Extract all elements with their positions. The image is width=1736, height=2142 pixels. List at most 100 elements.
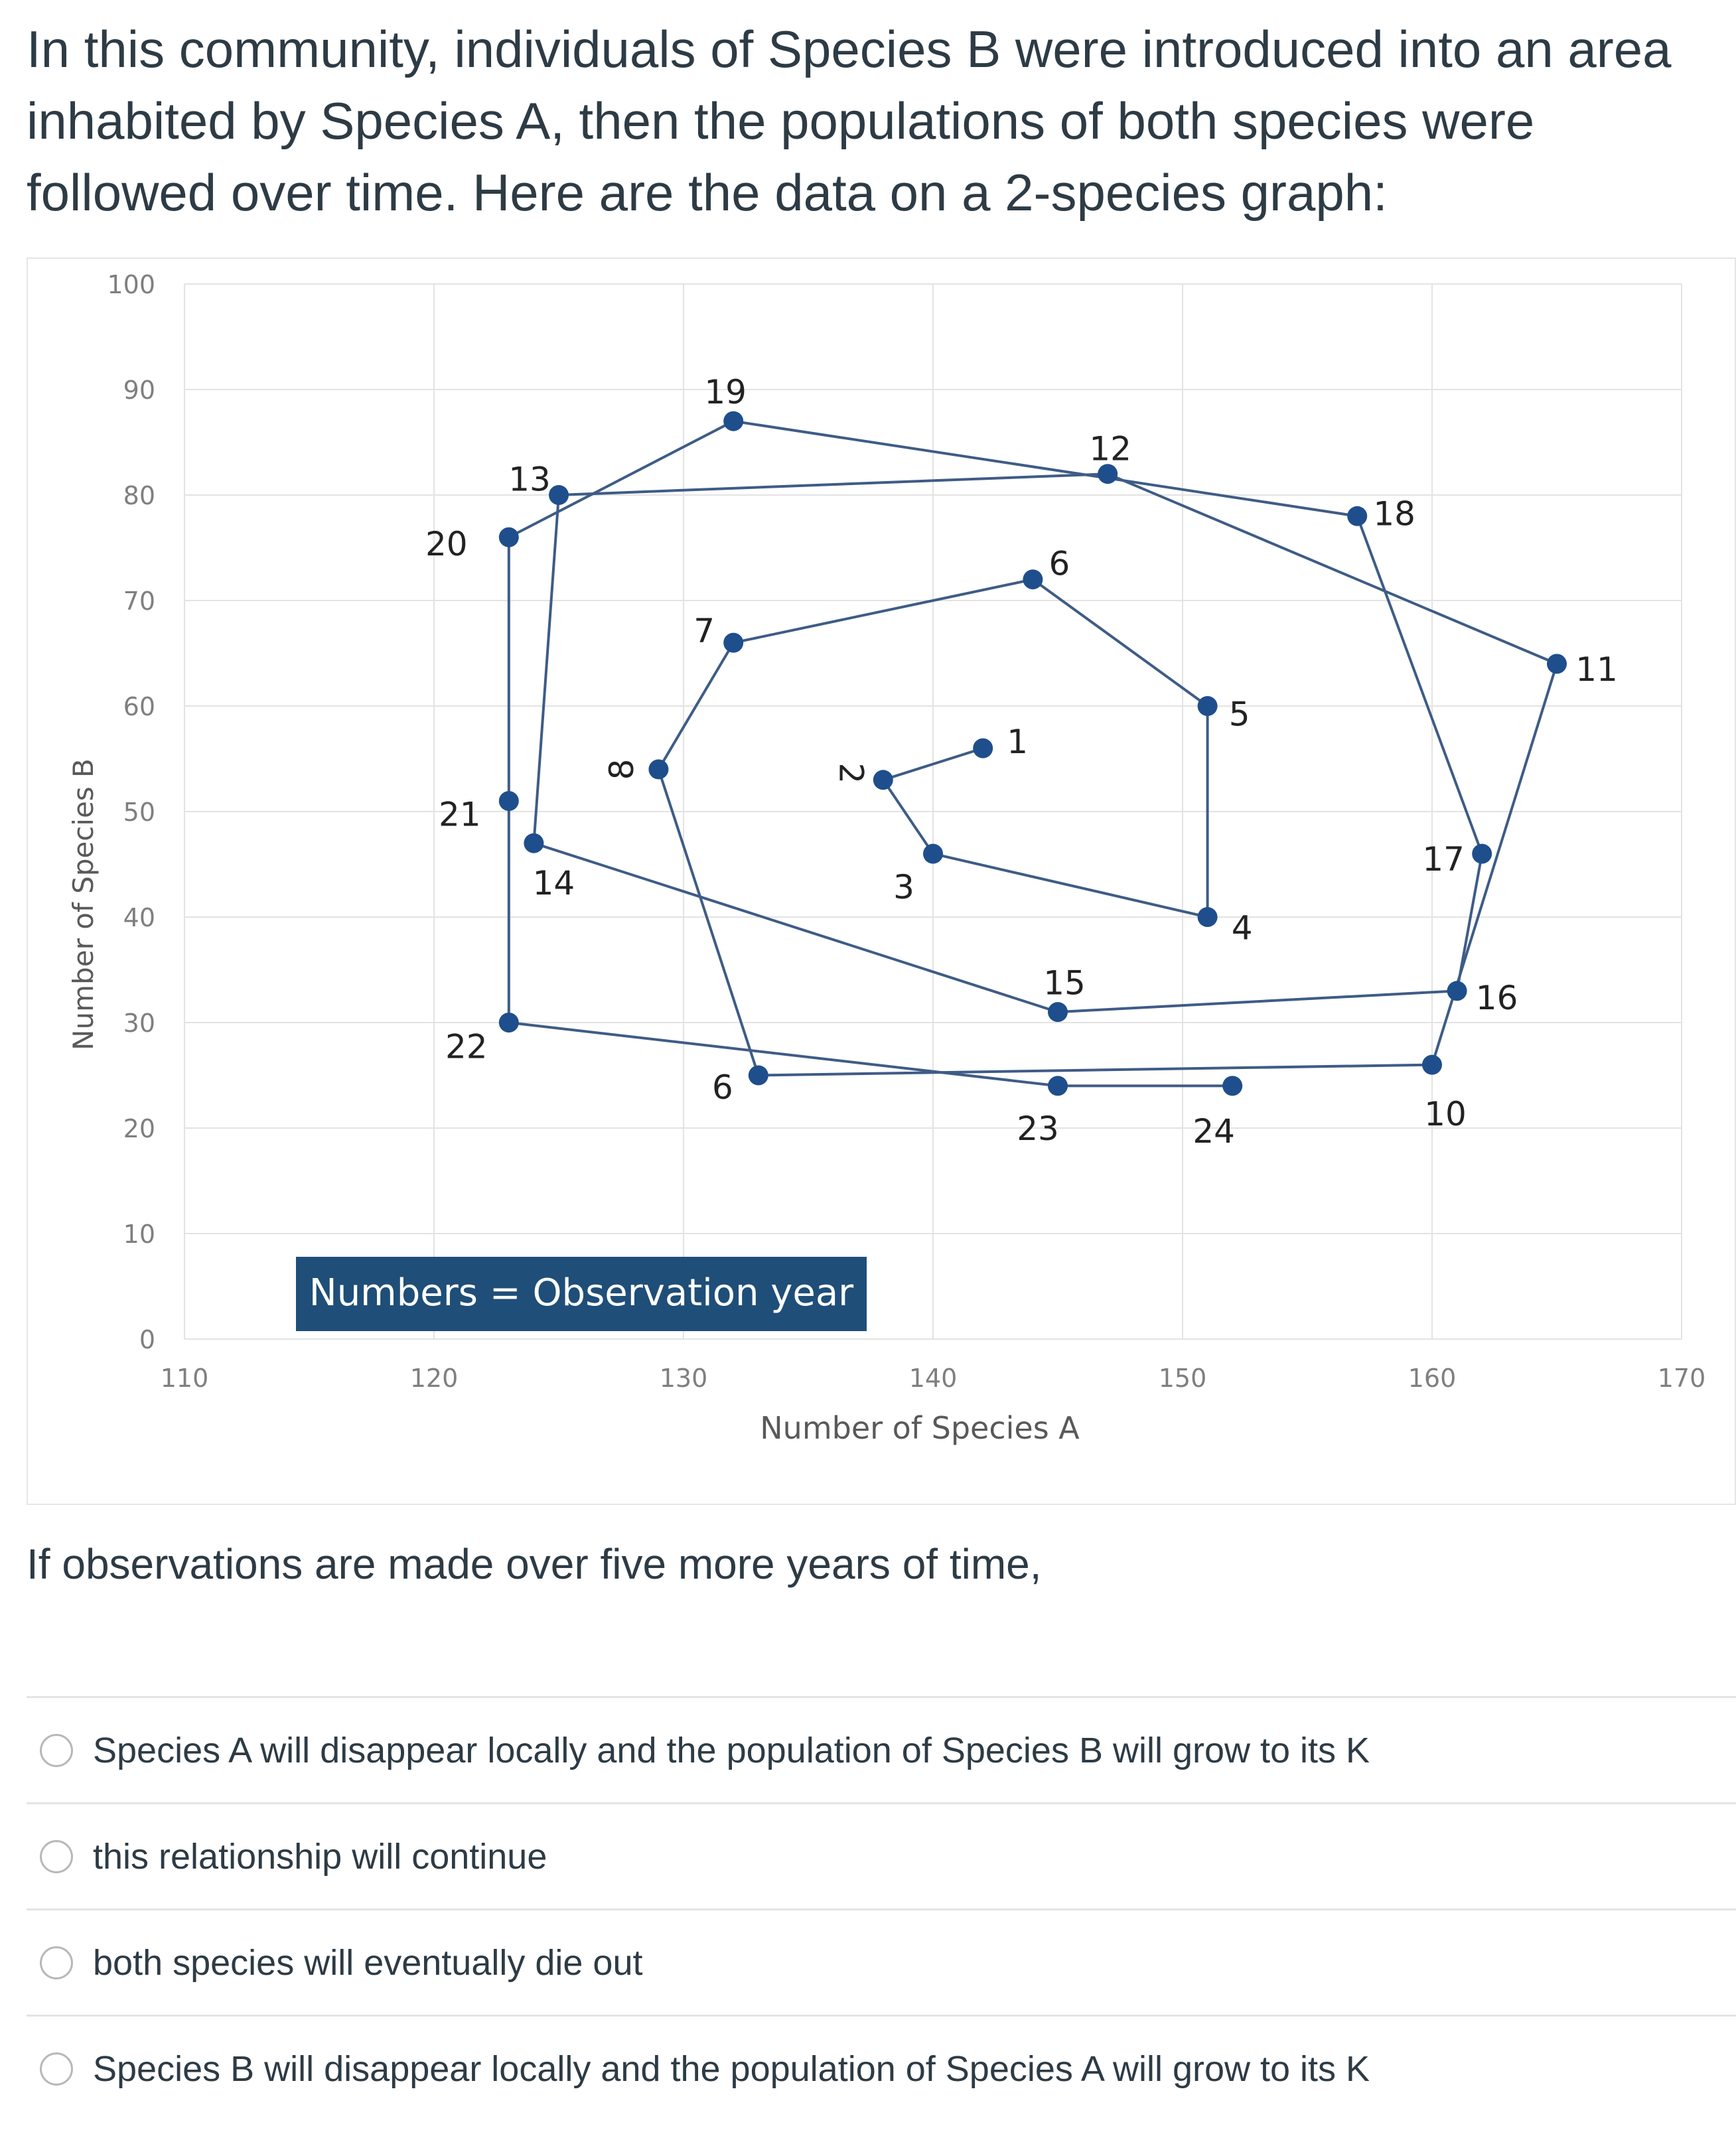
answer-label: both species will eventually die out (93, 1942, 643, 1983)
y-tick-label: 20 (123, 1114, 155, 1143)
y-tick-label: 70 (123, 587, 155, 616)
data-point-22 (498, 1013, 519, 1033)
data-point-20 (498, 527, 519, 547)
data-point-16 (1447, 981, 1467, 1001)
y-axis-title: Number of Species B (67, 758, 100, 1050)
point-label-14: 14 (533, 864, 575, 902)
chart-frame: 0 10 20 30 40 50 60 70 80 90 100 110 120 130 140 150 160… (27, 257, 1736, 1505)
series-segment (558, 472, 1108, 496)
point-label-8: 8 (603, 758, 641, 780)
x-tick-label: 130 (660, 1364, 708, 1393)
series-segment (1455, 853, 1484, 991)
answer-option-1[interactable]: Species A will disappear locally and the… (27, 1696, 1736, 1802)
answer-label: this relationship will continue (93, 1836, 547, 1877)
series-segment (932, 852, 1208, 918)
y-tick-label: 100 (107, 270, 155, 299)
data-point-2 (873, 770, 893, 790)
point-label-15: 15 (1043, 964, 1086, 1003)
point-label-21: 21 (439, 796, 481, 834)
answer-option-4[interactable]: Species B will disappear locally and the… (27, 2015, 1736, 2121)
data-point-5 (1197, 696, 1218, 716)
y-tick-label: 0 (139, 1325, 155, 1354)
data-point-13 (549, 485, 569, 505)
point-label-11: 11 (1575, 650, 1618, 689)
answer-label: Species A will disappear locally and the… (93, 1730, 1370, 1770)
series-segment (882, 779, 934, 855)
point-label-16: 16 (1476, 979, 1518, 1017)
answer-option-2[interactable]: this relationship will continue (27, 1802, 1736, 1908)
point-label-18: 18 (1373, 494, 1415, 533)
point-label-1: 1 (1007, 723, 1028, 761)
point-label-13: 13 (508, 461, 551, 499)
data-point-8 (648, 759, 669, 780)
point-label-23: 23 (1017, 1109, 1059, 1148)
radio-button[interactable] (40, 2052, 73, 2086)
data-point-18 (1347, 506, 1368, 526)
question-stem: If observations are made over five more … (27, 1540, 1042, 1588)
point-label-5: 5 (1229, 695, 1250, 734)
point-label-2: 2 (832, 762, 870, 784)
data-point-24 (1222, 1076, 1243, 1096)
y-tick-label: 10 (123, 1220, 155, 1249)
x-tick-label: 140 (909, 1364, 958, 1393)
y-tick-label: 40 (123, 903, 155, 932)
data-point-1 (973, 738, 993, 758)
radio-button[interactable] (40, 1733, 73, 1767)
series-segment (1032, 578, 1208, 707)
point-label-19: 19 (704, 373, 747, 411)
series-segment (1356, 516, 1484, 855)
point-label-17: 17 (1422, 840, 1465, 879)
x-tick-label: 150 (1159, 1364, 1207, 1393)
data-point-15 (1048, 1002, 1068, 1023)
y-tick-label: 30 (123, 1009, 155, 1038)
data-point-19 (723, 411, 744, 431)
data-point-7 (723, 632, 744, 653)
point-label-10: 10 (1424, 1095, 1467, 1133)
answer-option-3[interactable]: both species will eventually die out (27, 1908, 1736, 2015)
y-tick-label: 60 (123, 692, 155, 721)
series-path (507, 419, 1558, 1088)
series-segment (1057, 989, 1457, 1014)
x-axis-title: Number of Species A (760, 1410, 1080, 1446)
y-tick-label: 80 (123, 481, 155, 510)
data-point-9 (748, 1065, 768, 1086)
point-label-22: 22 (445, 1028, 488, 1066)
y-tick-label: 90 (123, 376, 155, 405)
data-points (498, 411, 1567, 1096)
data-point-6 (1023, 569, 1043, 590)
point-label-9: 9 (712, 1066, 733, 1105)
series-segment (508, 419, 735, 539)
data-point-3 (923, 843, 943, 864)
series-segment (532, 494, 560, 843)
point-label-24: 24 (1193, 1112, 1235, 1151)
point-label-12: 12 (1089, 430, 1131, 468)
y-tick-label: 50 (123, 798, 155, 827)
data-point-4 (1197, 907, 1218, 927)
point-label-3: 3 (893, 868, 914, 906)
answer-label: Species B will disappear locally and the… (93, 2048, 1370, 2089)
data-point-21 (498, 791, 519, 812)
series-segment (657, 642, 735, 770)
point-label-4: 4 (1232, 909, 1253, 948)
point-label-20: 20 (425, 525, 468, 563)
axis-titles: Number of Species A Number of Species B (67, 758, 1080, 1446)
x-tick-label: 120 (410, 1364, 459, 1393)
series-segment (733, 419, 1358, 518)
x-tick-label: 110 (161, 1364, 209, 1393)
series-segment (733, 578, 1033, 644)
data-point-23 (1048, 1076, 1068, 1096)
data-point-12 (1098, 464, 1118, 484)
series-segment (758, 1063, 1433, 1077)
point-label-6: 6 (1049, 545, 1070, 583)
annotation-text: Numbers = Observation year (309, 1271, 854, 1315)
data-point-14 (524, 833, 544, 853)
annotation-background (296, 1257, 867, 1331)
series-segment (533, 841, 1058, 1014)
gridlines (184, 283, 1682, 1340)
radio-button[interactable] (40, 1946, 73, 1979)
radio-button[interactable] (40, 1839, 73, 1873)
question-intro: In this community, individuals of Specie… (27, 20, 1672, 222)
